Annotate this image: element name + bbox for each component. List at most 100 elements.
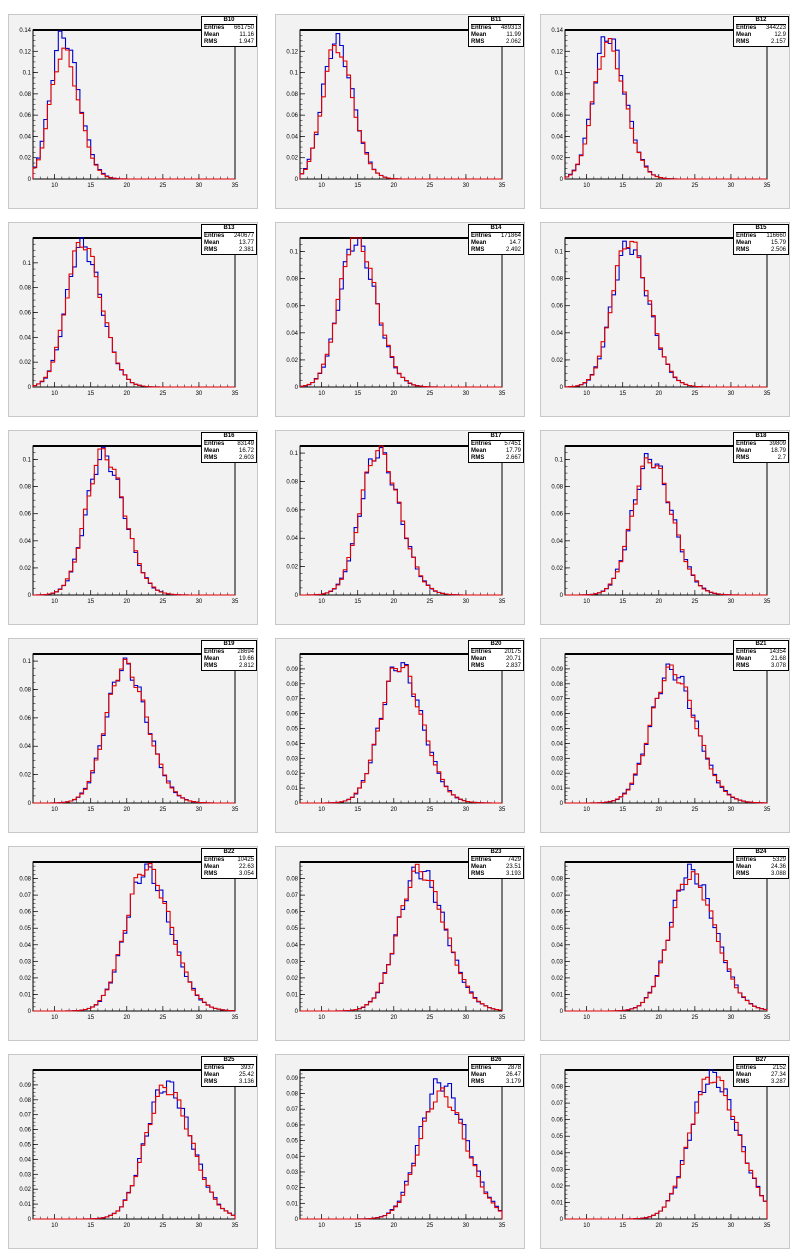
- x-tick-label: 35: [499, 183, 506, 189]
- x-tick-label: 30: [196, 807, 203, 813]
- rms-label: RMS: [736, 455, 750, 461]
- mean-value: 23.51: [505, 864, 521, 870]
- y-tick-label: 0.05: [286, 1139, 298, 1145]
- plot-frame: [564, 29, 768, 180]
- stats-entries-row: Entries 57451: [471, 441, 521, 448]
- plot-frame: [32, 653, 236, 804]
- series-line-red: [33, 1084, 236, 1220]
- histogram-panel-b17: 0 0.02 0.04 0.06 0.08 0.1 10 15 20 25 30 35 B17 Entri…: [275, 430, 525, 625]
- x-tick-label: 30: [196, 391, 203, 397]
- histogram-panel-b18: 0 0.02 0.04 0.06 0.08 0.1 10 15 20 25 30 35 B18 Entri…: [540, 430, 790, 625]
- x-tick-label: 15: [87, 599, 94, 605]
- histogram-title: B18: [736, 433, 786, 441]
- histogram-title: B12: [736, 17, 786, 25]
- stats-box: B14 Entries 171864 Mean 14.7 RMS 2.492: [468, 224, 524, 255]
- entries-label: Entries: [471, 857, 492, 863]
- histogram-title: B25: [204, 1057, 254, 1065]
- rms-label: RMS: [204, 663, 218, 669]
- stats-entries-row: Entries 240677: [204, 233, 254, 240]
- y-tick-label: 0.08: [19, 877, 31, 883]
- rms-value: 2.667: [505, 455, 521, 461]
- x-tick-label: 25: [427, 599, 434, 605]
- y-tick-label: 0.05: [286, 727, 298, 733]
- y-tick-label: 0.02: [551, 358, 563, 364]
- rms-value: 2.157: [770, 39, 786, 45]
- y-tick-label: 0.08: [286, 1092, 298, 1098]
- stats-rms-row: RMS 2.062: [471, 39, 521, 46]
- stats-entries-row: Entries 20175: [471, 649, 521, 656]
- histogram-panel-b19: 0 0.02 0.04 0.06 0.08 0.1 10 15 20 25 30 35 B19 Entri…: [8, 638, 258, 833]
- y-tick-label: 0: [295, 1009, 299, 1015]
- y-tick-label: 0.02: [551, 156, 563, 162]
- histogram-title: B13: [204, 225, 254, 233]
- entries-label: Entries: [471, 441, 492, 447]
- plot-frame: [299, 29, 503, 180]
- x-tick-label: 20: [123, 807, 130, 813]
- histogram-svg: 0 0.01 0.02 0.03 0.04 0.05 0.06 0.07 0.08 0.09 10 1…: [551, 653, 771, 813]
- rms-value: 2.812: [238, 663, 254, 669]
- rms-value: 2.492: [505, 247, 521, 253]
- rms-value: 3.088: [770, 871, 786, 877]
- x-tick-label: 10: [51, 807, 58, 813]
- y-tick-label: 0.06: [286, 712, 298, 718]
- histogram-svg: 0 0.02 0.04 0.06 0.08 0.1 10 15 20 25 30 35: [19, 653, 239, 813]
- y-tick-label: 0.1: [290, 250, 299, 256]
- series-line-red: [565, 457, 767, 596]
- mean-label: Mean: [204, 240, 220, 246]
- y-tick-label: 0: [295, 801, 299, 807]
- rms-label: RMS: [204, 871, 218, 877]
- y-tick-label: 0.07: [551, 697, 563, 703]
- stats-mean-row: Mean 27.34: [736, 1072, 786, 1079]
- y-tick-label: 0: [28, 1009, 32, 1015]
- y-tick-label: 0.06: [19, 113, 31, 119]
- x-tick-label: 10: [583, 183, 590, 189]
- stats-entries-row: Entries 39809: [736, 441, 786, 448]
- stats-entries-row: Entries 83149: [204, 441, 254, 448]
- x-tick-label: 10: [318, 1015, 325, 1021]
- y-tick-label: 0: [28, 177, 32, 183]
- x-tick-label: 35: [499, 391, 506, 397]
- mean-value: 25.42: [238, 1072, 254, 1078]
- plot-frame: [564, 861, 768, 1012]
- stats-box: B19 Entries 28694 Mean 19.66 RMS 2.812: [201, 640, 257, 671]
- y-tick-label: 0.1: [290, 451, 299, 457]
- stats-rms-row: RMS 1.947: [204, 39, 254, 46]
- y-tick-label: 0: [28, 593, 32, 599]
- y-tick-label: 0.1: [23, 261, 32, 267]
- x-tick-label: 10: [51, 599, 58, 605]
- histogram-svg: 0 0.02 0.04 0.06 0.08 0.1 10 15 20 25 30 35: [19, 445, 239, 605]
- mean-value: 14.7: [509, 240, 521, 246]
- x-tick-label: 20: [655, 599, 662, 605]
- stats-rms-row: RMS 2.837: [471, 663, 521, 670]
- y-tick-label: 0.08: [19, 92, 31, 98]
- stats-entries-row: Entries 489313: [471, 25, 521, 32]
- histogram-svg: 0 0.01 0.02 0.03 0.04 0.05 0.06 0.07 0.08 0.09 10 1…: [286, 653, 506, 813]
- y-tick-label: 0: [560, 593, 564, 599]
- x-tick-label: 35: [764, 599, 771, 605]
- stats-box: B20 Entries 20175 Mean 20.71 RMS 2.837: [468, 640, 524, 671]
- histogram-svg: 0 0.02 0.04 0.06 0.08 0.1 10 15 20 25 30 35: [551, 445, 771, 605]
- y-tick-label: 0.02: [286, 1186, 298, 1192]
- histogram-svg: 0 0.01 0.02 0.03 0.04 0.05 0.06 0.07 0.08 10 15 20 2…: [551, 1069, 771, 1229]
- y-tick-label: 0.03: [551, 756, 563, 762]
- y-tick-label: 0.01: [286, 992, 298, 998]
- series-line-red: [300, 863, 503, 1012]
- y-tick-label: 0.1: [23, 71, 32, 77]
- entries-value: 2878: [507, 1065, 521, 1071]
- stats-box: B15 Entries 116660 Mean 15.79 RMS 2.506: [733, 224, 789, 255]
- x-tick-label: 10: [51, 1223, 58, 1229]
- mean-value: 13.77: [238, 240, 254, 246]
- y-tick-label: 0.02: [286, 156, 298, 162]
- y-tick-label: 0.01: [286, 786, 298, 792]
- stats-mean-row: Mean 21.68: [736, 656, 786, 663]
- stats-box: B24 Entries 5329 Mean 24.36 RMS 3.088: [733, 848, 789, 879]
- histogram-panel-b11: 0 0.02 0.04 0.06 0.08 0.1 0.12 10 15 20 25 30 35 B11 E…: [275, 14, 525, 209]
- series-line-red: [32, 241, 235, 388]
- y-tick-label: 0.08: [551, 485, 563, 491]
- y-tick-label: 0.06: [19, 910, 31, 916]
- mean-label: Mean: [204, 448, 220, 454]
- rms-label: RMS: [204, 455, 218, 461]
- y-tick-label: 0.12: [551, 49, 563, 55]
- stats-mean-row: Mean 13.77: [204, 240, 254, 247]
- x-tick-label: 15: [87, 807, 94, 813]
